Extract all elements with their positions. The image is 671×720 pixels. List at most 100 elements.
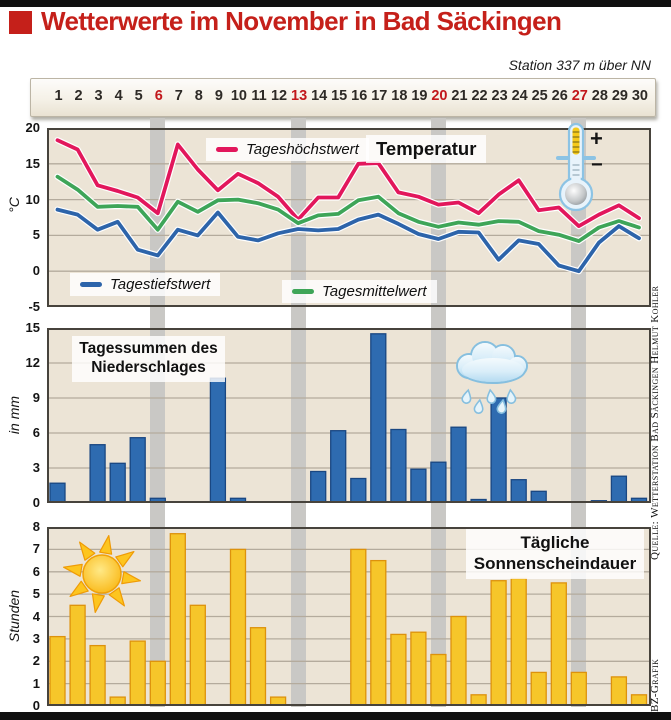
precipitation-bar — [109, 462, 126, 503]
sunshine-bar — [49, 635, 66, 706]
chart-frame — [47, 527, 651, 706]
precipitation-axis-label: 0 — [32, 495, 40, 510]
sunshine-bar — [269, 696, 287, 706]
precipitation-bar — [129, 437, 146, 503]
sunshine-bar — [169, 533, 186, 706]
temperature-axis-label: 20 — [25, 120, 40, 135]
sunshine-axis-label: 8 — [32, 519, 40, 534]
precipitation-axis-label: 15 — [25, 320, 40, 335]
temperature-line-tageshöchstwert — [55, 138, 641, 228]
day-number: 28 — [591, 88, 608, 104]
precipitation-bar — [390, 428, 407, 503]
chart-frame — [47, 128, 651, 307]
graphic-credit: BZ-Grafik — [649, 658, 661, 712]
precipitation-unit-label: in mm — [6, 395, 22, 435]
temperature-axis-label: 10 — [25, 191, 40, 207]
sunshine-bar — [69, 604, 86, 706]
sun-ray — [69, 580, 89, 597]
sunshine-axis-label: 6 — [32, 563, 40, 579]
sunshine-bar — [610, 676, 628, 706]
day-number: 10 — [230, 88, 247, 104]
day-number: 14 — [311, 88, 328, 104]
sunshine-bar — [450, 615, 467, 706]
precipitation-title-line1: Tagessummen des — [79, 340, 218, 357]
thermometer-plus-sign: + — [590, 126, 603, 151]
precipitation-bar — [310, 470, 327, 503]
day-number: 6 — [154, 88, 163, 104]
sunday-column-band — [150, 118, 166, 707]
sunshine-bar — [510, 577, 527, 706]
sunshine-bar — [430, 653, 447, 706]
rain-drops — [461, 388, 517, 414]
day-number: 26 — [551, 88, 568, 104]
day-number: 2 — [74, 88, 83, 104]
sunshine-bar — [490, 580, 507, 706]
day-number: 19 — [411, 88, 428, 104]
sunshine-bar — [350, 548, 367, 706]
legend-daily-min: Tagestiefstwert — [70, 273, 221, 296]
precipitation-bar — [370, 333, 387, 503]
sun-ray — [91, 593, 105, 613]
precipitation-title: Tagessummen des Niederschlages — [72, 336, 225, 382]
legend-min-label: Tagestiefstwert — [110, 276, 211, 293]
precipitation-bar — [490, 397, 507, 503]
sunshine-bar — [149, 660, 166, 706]
precipitation-bar — [149, 497, 166, 503]
sunshine-bar — [550, 582, 567, 706]
sunshine-bar — [109, 696, 126, 706]
day-number: 11 — [251, 88, 267, 104]
day-number: 29 — [611, 88, 628, 104]
day-number: 17 — [371, 88, 388, 104]
sunshine-title-line2: Sonnenscheindauer — [473, 554, 637, 573]
precipitation-bar — [530, 490, 547, 503]
sun-ray — [99, 535, 113, 555]
precipitation-bar — [89, 444, 106, 503]
temperature-axis-label: -5 — [28, 299, 40, 314]
day-number: 30 — [631, 88, 648, 104]
sunshine-bar — [129, 640, 146, 706]
rain-cloud-icon — [456, 341, 528, 414]
temperature-line-tagesmittelwert — [55, 174, 641, 243]
day-number: 27 — [571, 88, 588, 104]
temperature-line-tagestiefstwert — [55, 207, 641, 274]
day-number: 8 — [194, 88, 203, 104]
page-title: Wetterwerte im November in Bad Säckingen — [41, 6, 562, 36]
precipitation-bar — [410, 468, 427, 503]
day-number: 1 — [54, 88, 63, 104]
day-number: 18 — [391, 88, 408, 104]
mean-line-swatch — [292, 289, 314, 294]
sunshine-bar — [530, 671, 547, 706]
sunshine-bar — [570, 671, 587, 706]
sunshine-axis-label: 1 — [32, 675, 40, 691]
sun-icon — [63, 535, 141, 613]
precipitation-title-line2: Niederschlages — [91, 359, 206, 376]
day-number: 9 — [214, 88, 223, 104]
day-number: 15 — [331, 88, 348, 104]
title-bullet-square — [9, 11, 32, 34]
precipitation-bar — [49, 482, 66, 503]
precipitation-bar — [510, 479, 527, 503]
day-strip: 1 2 3 4 5 6 7 8 9 10 11 12 13 14 15 16 17 18 19 20 21 22 23 24 2… — [30, 78, 656, 117]
legend-daily-max: Tageshöchstwert — [206, 138, 369, 161]
precipitation-chart — [47, 328, 651, 503]
temperature-chart — [47, 128, 651, 307]
precipitation-axis-label: 12 — [25, 355, 40, 370]
precipitation-axis-label: 6 — [32, 425, 40, 440]
sunshine-axis-label: 3 — [32, 630, 40, 646]
sunshine-unit-label: Stunden — [6, 589, 22, 643]
sunshine-axis-label: 7 — [32, 541, 40, 557]
day-number: 23 — [491, 88, 508, 104]
temperature-axis-label: 0 — [32, 263, 40, 279]
precipitation-bar — [330, 430, 347, 503]
temperature-axis-label: 15 — [25, 155, 40, 171]
precipitation-bar — [430, 461, 447, 503]
precipitation-bar — [229, 497, 247, 503]
legend-daily-mean: Tagesmittelwert — [282, 280, 437, 303]
sunshine-title: Tägliche Sonnenscheindauer — [466, 529, 644, 579]
sun-ray — [115, 551, 135, 568]
sunday-column-band — [430, 118, 446, 707]
day-number: 24 — [511, 88, 528, 104]
sunshine-axis-label: 4 — [32, 608, 40, 624]
legend-mean-label: Tagesmittelwert — [322, 283, 427, 300]
